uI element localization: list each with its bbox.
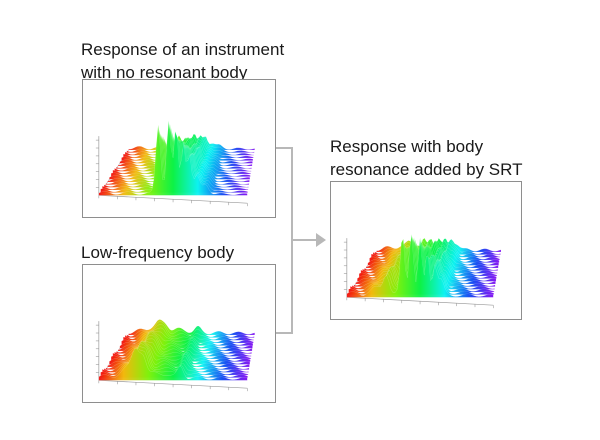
caption-low-frequency-line-1: Low-frequency body bbox=[81, 243, 235, 262]
caption-no-body-line-2: with no resonant body bbox=[81, 63, 248, 82]
panel-no-body bbox=[82, 79, 276, 218]
connector-line-top bbox=[276, 147, 293, 334]
panel-low-frequency bbox=[82, 264, 276, 403]
caption-no-body: Response of an instrument with no resona… bbox=[81, 38, 284, 84]
waterfall-3d-plot-icon bbox=[95, 319, 255, 392]
caption-combined: Response with body resonance added by SR… bbox=[330, 135, 522, 181]
panel-combined bbox=[330, 181, 522, 320]
waterfall-3d-plot-icon bbox=[95, 120, 255, 207]
caption-combined-line-2: resonance added by SRT bbox=[330, 160, 523, 179]
caption-combined-line-1: Response with body bbox=[330, 137, 484, 156]
waterfall-3d-plot-icon bbox=[343, 234, 502, 309]
caption-low-frequency: Low-frequency body bbox=[81, 241, 234, 264]
arrow-right-icon bbox=[316, 233, 326, 247]
caption-no-body-line-1: Response of an instrument bbox=[81, 40, 285, 59]
